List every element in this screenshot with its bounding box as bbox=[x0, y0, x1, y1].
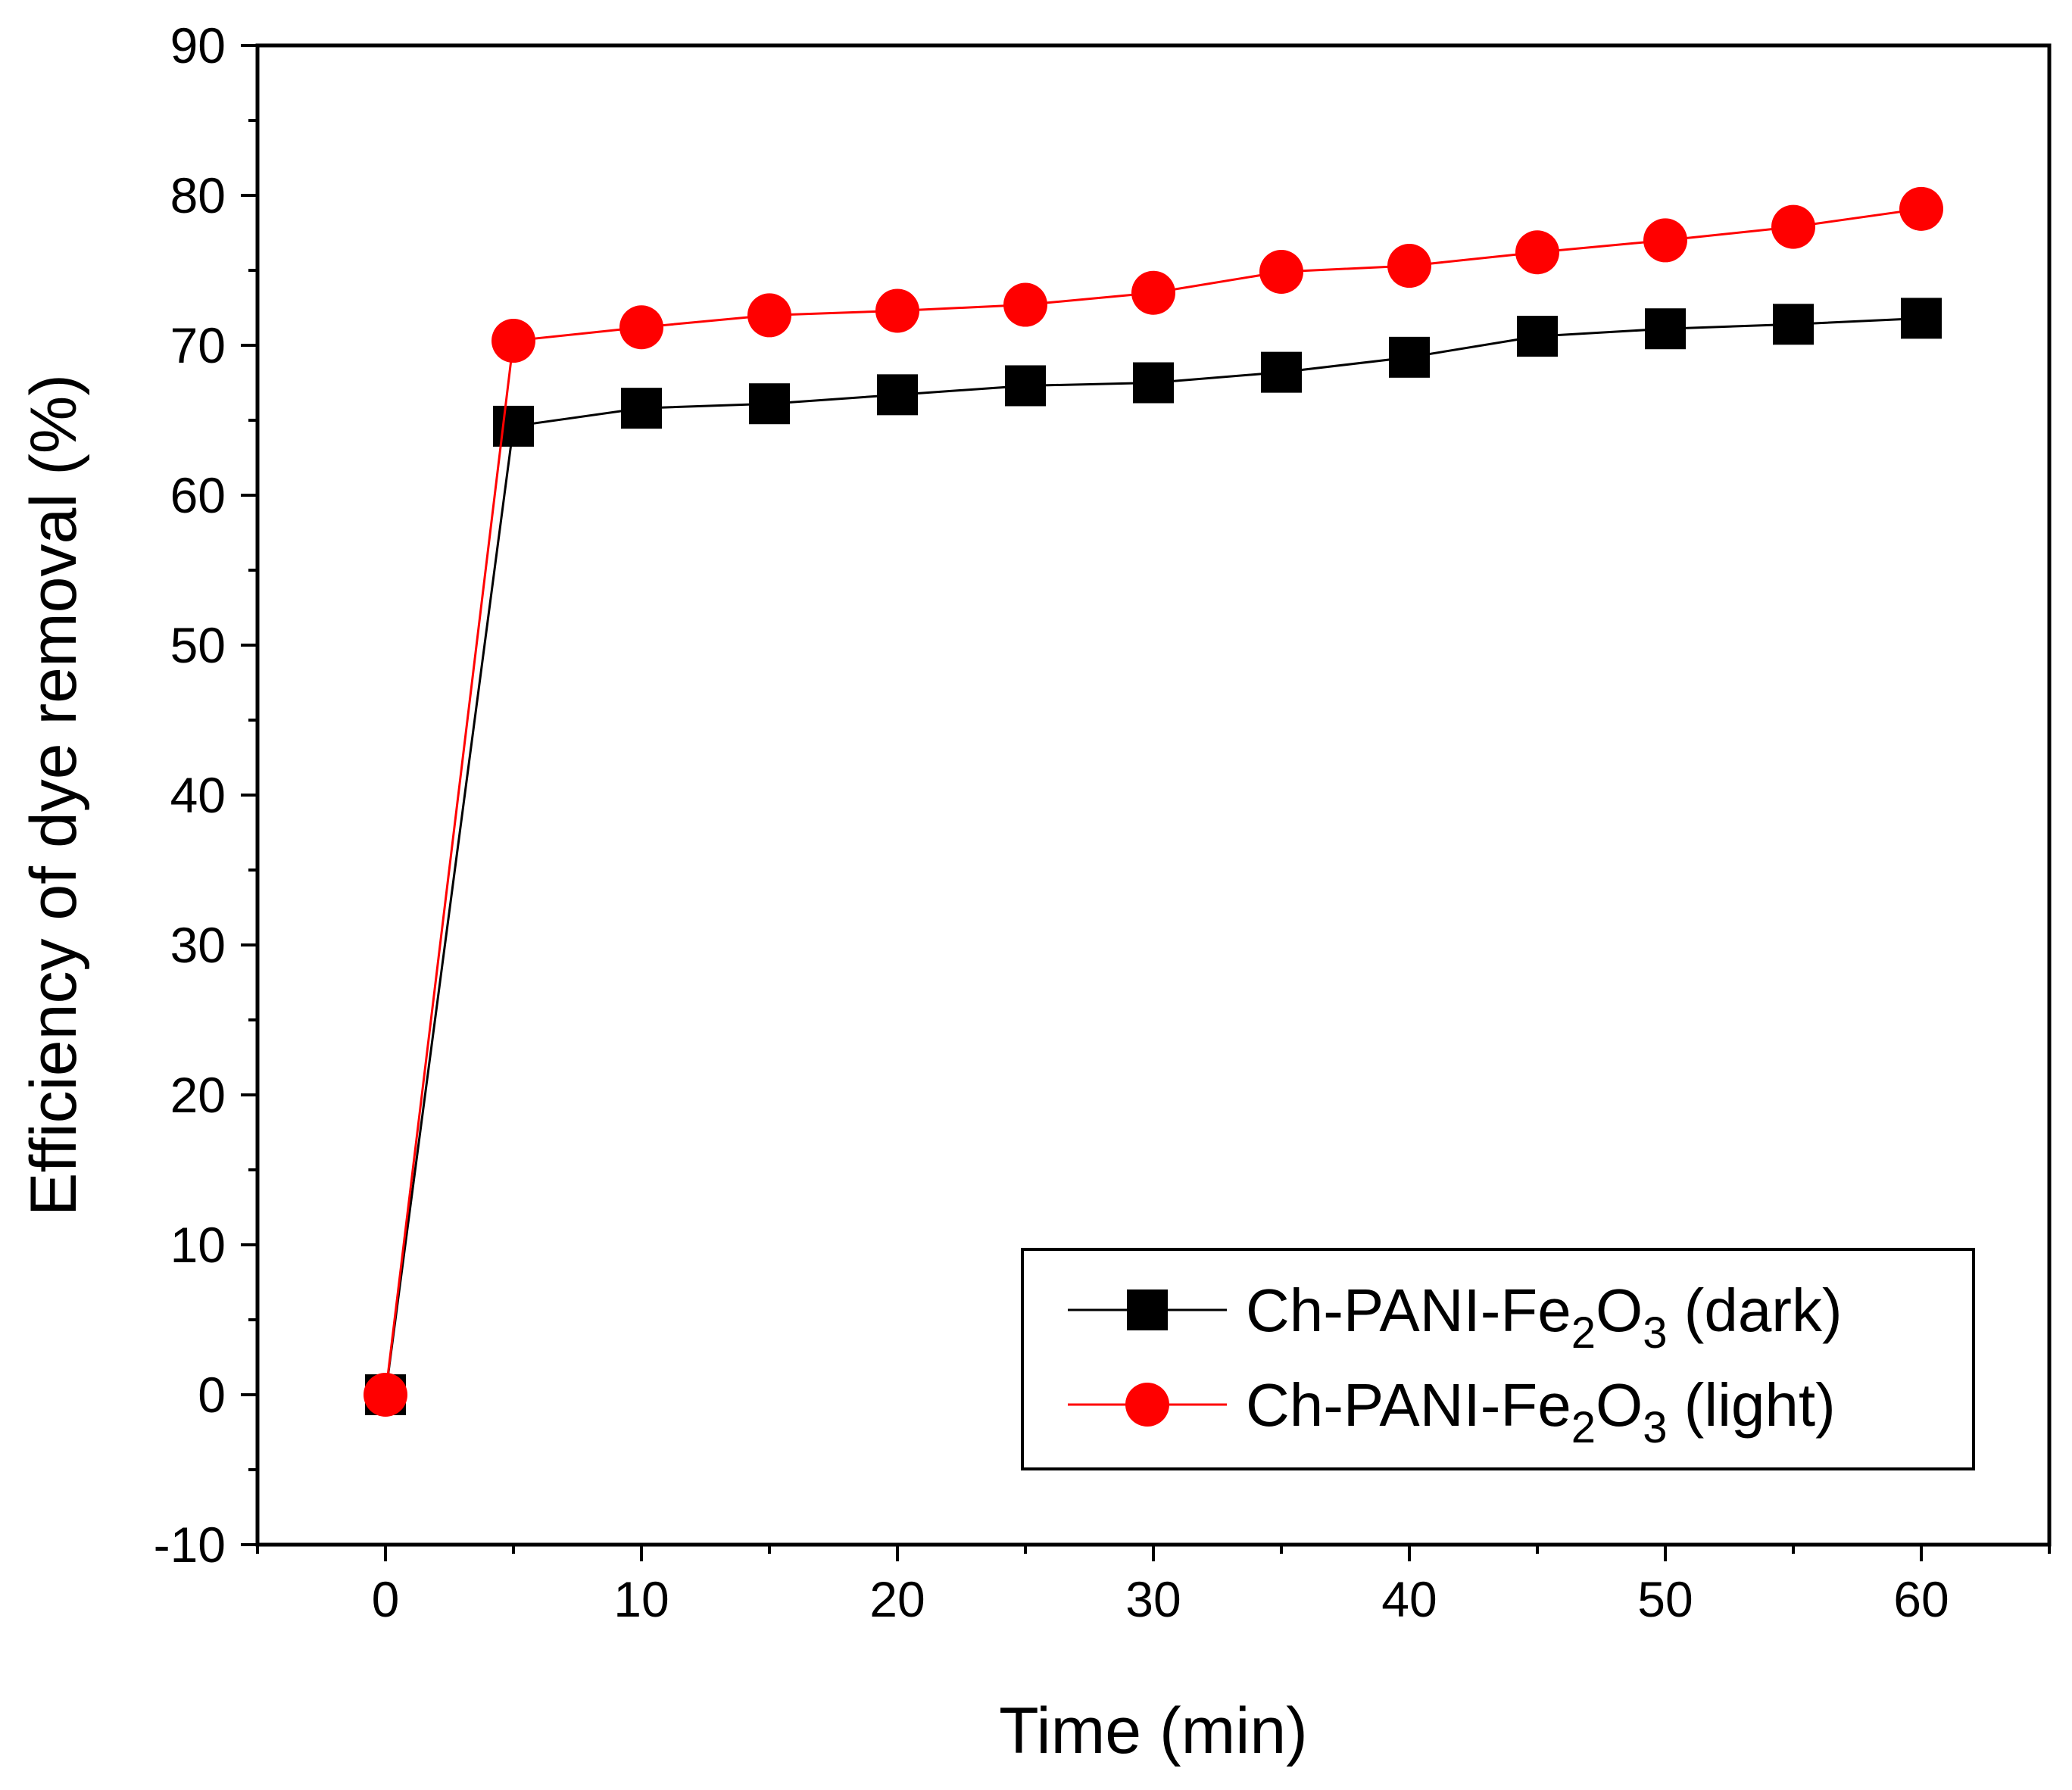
data-point bbox=[1131, 270, 1175, 315]
data-point bbox=[619, 305, 663, 350]
series-line bbox=[384, 317, 1922, 1396]
y-tick-label: 0 bbox=[198, 1367, 226, 1423]
y-tick-label: 50 bbox=[170, 617, 226, 673]
x-tick-label: 50 bbox=[1637, 1571, 1693, 1627]
legend-dark-suffix: (dark) bbox=[1667, 1277, 1842, 1344]
x-axis-ticks: 0 10 20 30 40 50 60 bbox=[256, 1545, 2051, 1627]
data-point bbox=[1389, 336, 1430, 378]
legend-marker-light bbox=[1125, 1383, 1169, 1427]
y-tick-label: -10 bbox=[154, 1517, 226, 1573]
x-tick-label: 60 bbox=[1893, 1571, 1949, 1627]
legend: Ch-PANI-Fe2O3 (dark) Ch-PANI-Fe2O3 (ligh… bbox=[1021, 1248, 1975, 1470]
legend-light-prefix: Ch-PANI-Fe bbox=[1246, 1371, 1571, 1439]
data-point bbox=[747, 293, 791, 338]
legend-light-mid: O bbox=[1596, 1371, 1643, 1439]
y-tick-label: 60 bbox=[170, 467, 226, 523]
data-point bbox=[1901, 298, 1942, 339]
data-point bbox=[1643, 218, 1687, 263]
data-point bbox=[1515, 230, 1559, 275]
data-point bbox=[1899, 186, 1943, 231]
x-axis-title: Time (min) bbox=[999, 1695, 1308, 1767]
series-layer bbox=[364, 186, 1943, 1417]
legend-light-sub1: 2 bbox=[1571, 1403, 1596, 1452]
data-point bbox=[1133, 362, 1174, 404]
series-dark bbox=[365, 298, 1942, 1415]
data-point bbox=[877, 374, 918, 416]
y-tick-label: 70 bbox=[170, 317, 226, 373]
legend-marker-dark bbox=[1127, 1289, 1168, 1330]
legend-dark-prefix: Ch-PANI-Fe bbox=[1246, 1277, 1571, 1344]
data-point bbox=[1259, 249, 1303, 294]
x-tick-label: 40 bbox=[1381, 1571, 1437, 1627]
legend-dark-mid: O bbox=[1596, 1277, 1643, 1344]
legend-light-sub2: 3 bbox=[1643, 1403, 1667, 1452]
data-point bbox=[749, 383, 790, 425]
x-tick-label: 30 bbox=[1125, 1571, 1181, 1627]
y-tick-label: 90 bbox=[170, 17, 226, 73]
data-point bbox=[1005, 365, 1046, 407]
y-tick-label: 20 bbox=[170, 1067, 226, 1123]
data-point bbox=[364, 1373, 407, 1417]
y-tick-label: 40 bbox=[170, 767, 226, 823]
series-light bbox=[364, 186, 1943, 1417]
data-point bbox=[621, 388, 662, 429]
y-axis-ticks: -10 0 10 20 30 40 50 60 70 80 90 bbox=[154, 17, 257, 1573]
y-tick-label: 10 bbox=[170, 1217, 226, 1273]
legend-light-suffix: (light) bbox=[1667, 1371, 1835, 1439]
legend-label-light: Ch-PANI-Fe2O3 (light) bbox=[1246, 1371, 1836, 1452]
x-tick-label: 10 bbox=[613, 1571, 669, 1627]
data-point bbox=[1771, 204, 1815, 249]
legend-dark-sub1: 2 bbox=[1571, 1308, 1596, 1358]
data-point bbox=[1773, 304, 1814, 345]
data-point bbox=[875, 288, 919, 333]
data-point bbox=[1261, 351, 1302, 393]
legend-label-dark: Ch-PANI-Fe2O3 (dark) bbox=[1246, 1277, 1843, 1358]
y-axis-title: Efficiency of dye removal (%) bbox=[17, 374, 90, 1216]
data-point bbox=[491, 319, 535, 363]
x-tick-label: 0 bbox=[372, 1571, 400, 1627]
y-tick-label: 30 bbox=[170, 917, 226, 973]
data-point bbox=[1517, 316, 1558, 357]
data-point bbox=[1645, 308, 1686, 350]
legend-box bbox=[1021, 1248, 1975, 1470]
data-point bbox=[493, 405, 534, 447]
data-point bbox=[1387, 244, 1431, 288]
data-point bbox=[1003, 282, 1047, 327]
legend-dark-sub2: 3 bbox=[1643, 1308, 1667, 1358]
x-tick-label: 20 bbox=[869, 1571, 925, 1627]
y-tick-label: 80 bbox=[170, 167, 226, 223]
